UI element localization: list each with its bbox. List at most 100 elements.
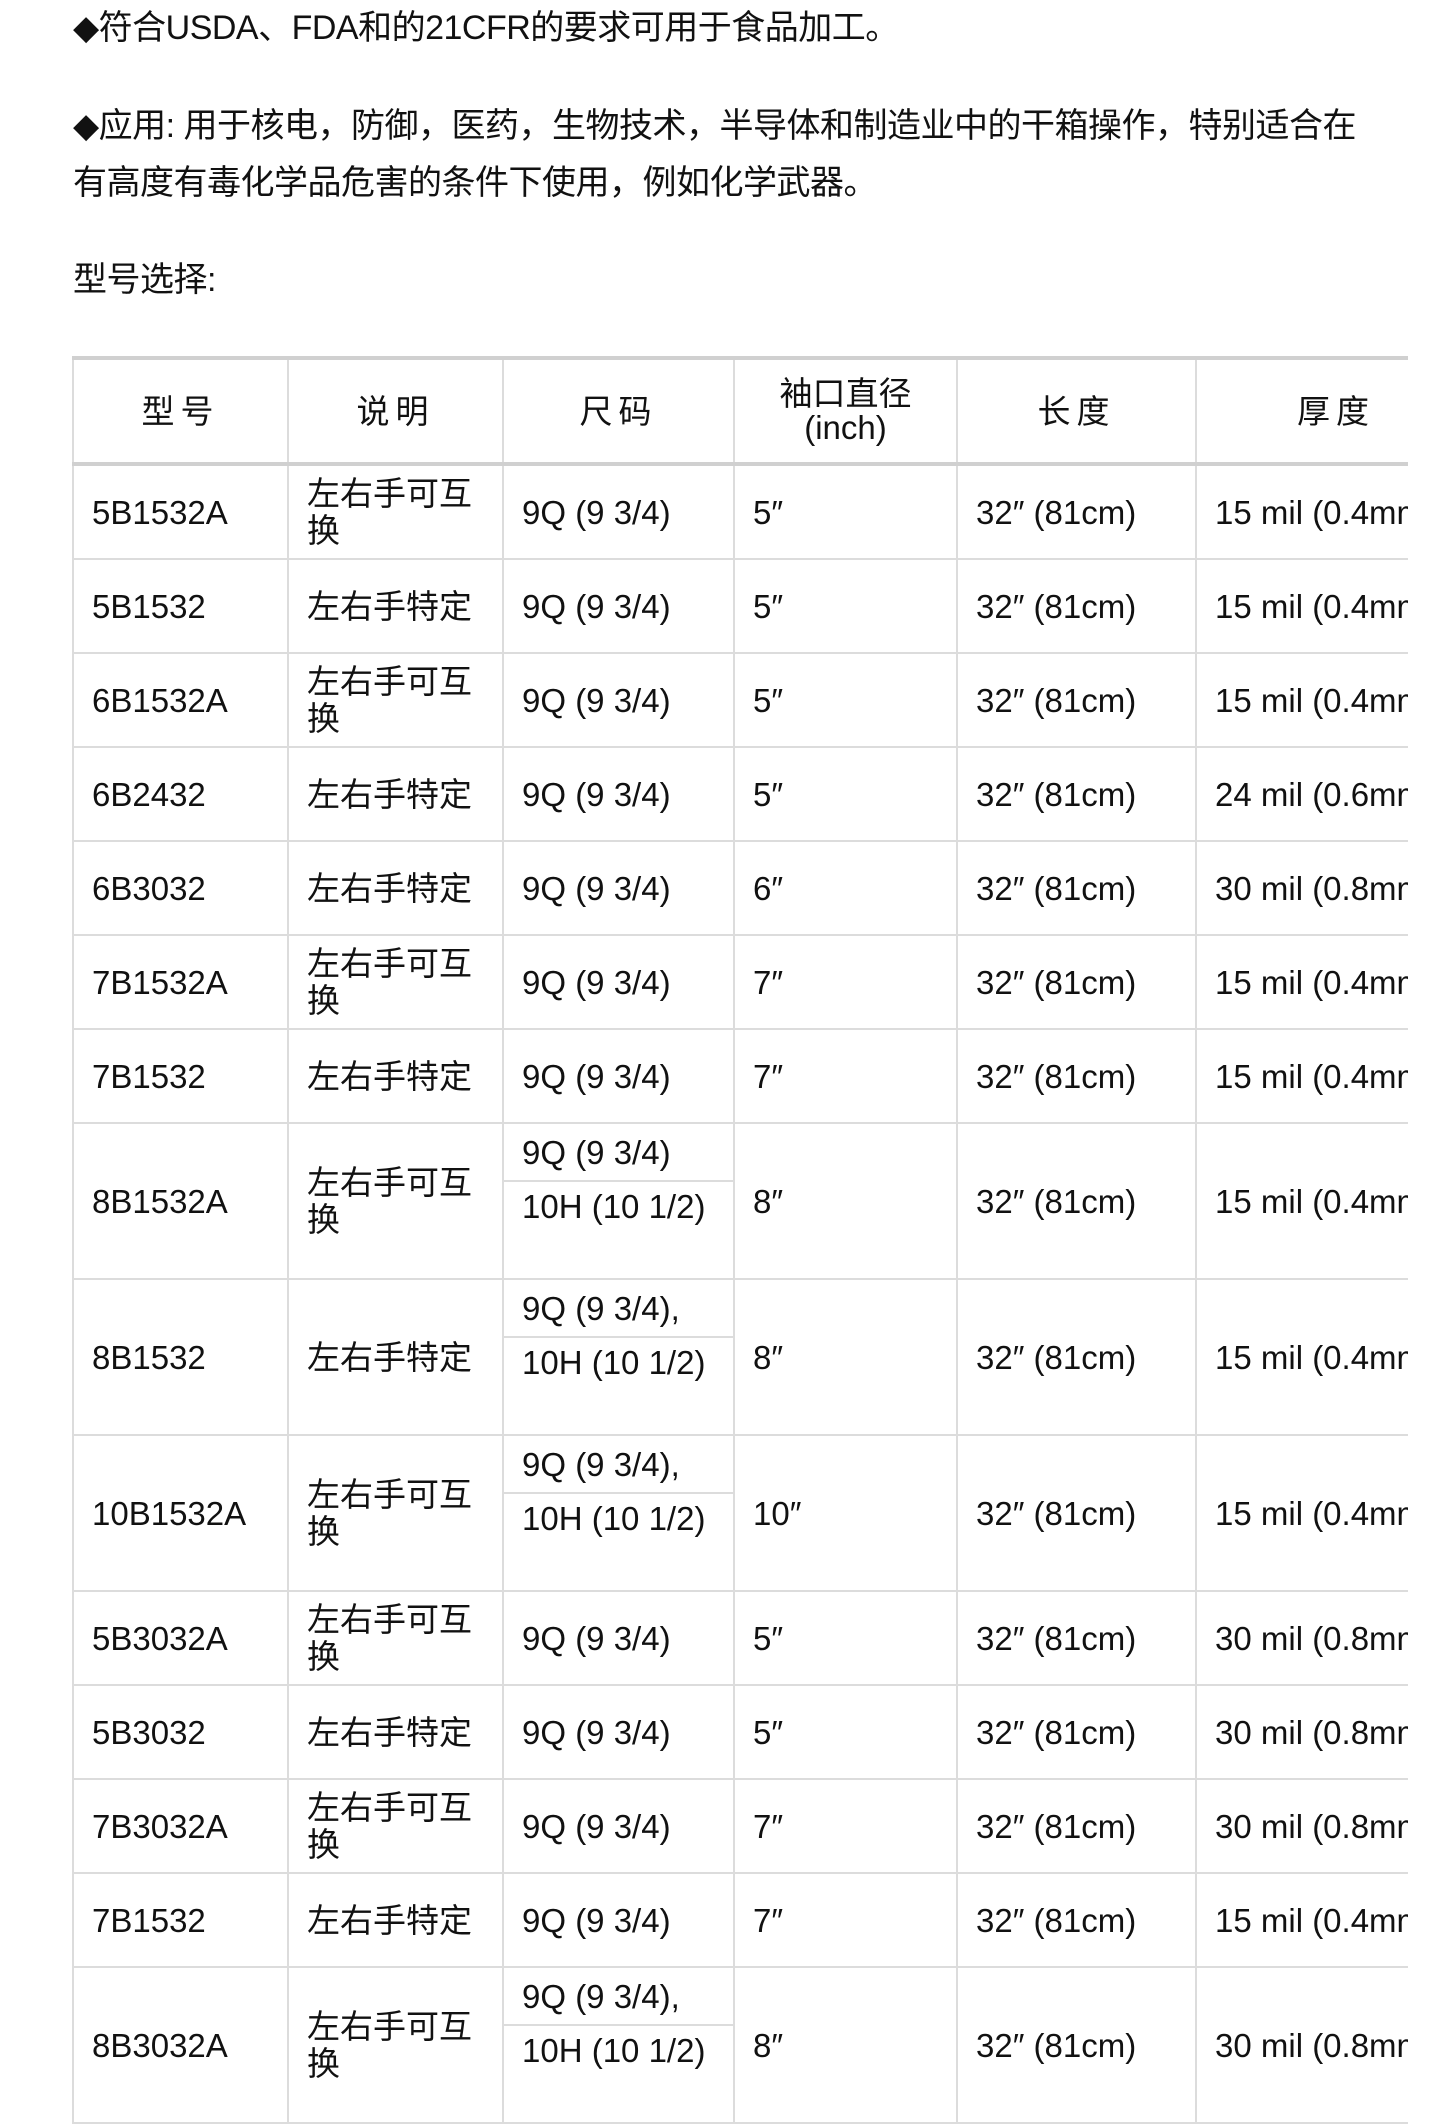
length-cell: 32″ (81cm) — [956, 558, 1197, 654]
cuff-diameter-cell: 5″ — [733, 1590, 958, 1686]
length-cell: 32″ (81cm) — [956, 1122, 1197, 1280]
table-header-row: 型号 说明 尺码 袖口直径 (inch) 长度 厚度 — [72, 356, 1408, 466]
table-row: 5B1532A 左右手可互换 9Q (9 3/4) 5″ 32″ (81cm) 15 mi… — [72, 463, 1408, 560]
model-table-scroll[interactable]: 型号 说明 尺码 袖口直径 (inch) 长度 厚度 5B1532A 左右手可互换… — [72, 356, 1408, 2124]
thickness-cell: 24 mil (0.6mm) — [1195, 746, 1408, 842]
table-row: 5B3032A 左右手可互换 9Q (9 3/4) 5″ 32″ (81cm) 30 mi… — [72, 1590, 1408, 1686]
description-cell: 左右手特定 — [287, 840, 504, 936]
model-cell: 5B1532 — [72, 558, 289, 654]
size-cell: 9Q (9 3/4) — [502, 558, 735, 654]
cuff-diameter-cell: 5″ — [733, 463, 958, 560]
application-text: ◆应用: 用于核电，防御，医药，生物技术，半导体和制造业中的干箱操作，特别适合在… — [73, 107, 1357, 202]
cuff-diameter-cell: 5″ — [733, 746, 958, 842]
cuff-diameter-cell: 8″ — [733, 1122, 958, 1280]
size-option: 10H (10 1/2) — [522, 1344, 706, 1381]
model-table: 型号 说明 尺码 袖口直径 (inch) 长度 厚度 5B1532A 左右手可互换… — [72, 356, 1408, 2124]
description-cell: 左右手可互换 — [287, 1122, 504, 1280]
thickness-cell: 30 mil (0.8mm) — [1195, 1684, 1408, 1780]
size-cell: 9Q (9 3/4) — [502, 652, 735, 748]
description-cell: 左右手可互换 — [287, 1966, 504, 2124]
model-cell: 10B1532A — [72, 1434, 289, 1592]
length-cell: 32″ (81cm) — [956, 1028, 1197, 1124]
length-cell: 32″ (81cm) — [956, 746, 1197, 842]
model-cell: 7B3032A — [72, 1778, 289, 1874]
header-model: 型号 — [72, 356, 289, 466]
size-cell: 9Q (9 3/4) — [502, 1684, 735, 1780]
compliance-text: ◆符合USDA、FDA和的21CFR的要求可用于食品加工。 — [73, 9, 899, 47]
description-cell: 左右手可互换 — [287, 463, 504, 560]
cuff-diameter-cell: 5″ — [733, 652, 958, 748]
description-cell: 左右手可互换 — [287, 1778, 504, 1874]
table-row: 6B1532A 左右手可互换 9Q (9 3/4) 5″ 32″ (81cm) 15 mi… — [72, 652, 1408, 748]
size-option: 10H (10 1/2) — [522, 1500, 706, 1537]
table-row: 6B2432 左右手特定 9Q (9 3/4) 5″ 32″ (81cm) 24 mil … — [72, 746, 1408, 842]
description-cell: 左右手特定 — [287, 558, 504, 654]
size-cell: 9Q (9 3/4) — [502, 1778, 735, 1874]
size-option: 9Q (9 3/4), — [505, 1437, 732, 1494]
model-cell: 6B3032 — [72, 840, 289, 936]
size-cell: 9Q (9 3/4) — [502, 1028, 735, 1124]
size-cell: 9Q (9 3/4) — [502, 1872, 735, 1968]
thickness-cell: 30 mil (0.8mm) — [1195, 1778, 1408, 1874]
table-row: 5B3032 左右手特定 9Q (9 3/4) 5″ 32″ (81cm) 30 mil … — [72, 1684, 1408, 1780]
description-cell: 左右手可互换 — [287, 1434, 504, 1592]
length-cell: 32″ (81cm) — [956, 1590, 1197, 1686]
header-thickness: 厚度 — [1195, 356, 1408, 466]
model-cell: 7B1532A — [72, 934, 289, 1030]
length-cell: 32″ (81cm) — [956, 463, 1197, 560]
thickness-cell: 30 mil (0.8mm) — [1195, 1966, 1408, 2124]
size-cell: 9Q (9 3/4) — [502, 746, 735, 842]
size-option: 10H (10 1/2) — [522, 1188, 706, 1225]
header-size: 尺码 — [502, 356, 735, 466]
table-row: 8B1532A 左右手可互换 9Q (9 3/4) 10H (10 1/2) 8″ 32″… — [72, 1122, 1408, 1280]
model-cell: 8B3032A — [72, 1966, 289, 2124]
length-cell: 32″ (81cm) — [956, 1684, 1197, 1780]
description-cell: 左右手特定 — [287, 1278, 504, 1436]
size-cell: 9Q (9 3/4), 10H (10 1/2) — [502, 1434, 735, 1592]
size-option: 9Q (9 3/4), — [505, 1969, 732, 2026]
model-cell: 5B3032 — [72, 1684, 289, 1780]
model-cell: 5B3032A — [72, 1590, 289, 1686]
thickness-cell: 15 mil (0.4mm) — [1195, 1278, 1408, 1436]
thickness-cell: 15 mil (0.4mm) — [1195, 463, 1408, 560]
thickness-cell: 15 mil (0.4mm) — [1195, 558, 1408, 654]
length-cell: 32″ (81cm) — [956, 1434, 1197, 1592]
thickness-cell: 15 mil (0.4mm) — [1195, 652, 1408, 748]
model-cell: 8B1532A — [72, 1122, 289, 1280]
cuff-diameter-cell: 7″ — [733, 934, 958, 1030]
cuff-diameter-cell: 8″ — [733, 1966, 958, 2124]
cuff-diameter-cell: 5″ — [733, 1684, 958, 1780]
length-cell: 32″ (81cm) — [956, 1778, 1197, 1874]
table-row: 8B1532 左右手特定 9Q (9 3/4), 10H (10 1/2) 8″ 32″ … — [72, 1278, 1408, 1436]
model-selection-title: 型号选择: — [73, 261, 216, 299]
description-cell: 左右手特定 — [287, 1028, 504, 1124]
length-cell: 32″ (81cm) — [956, 934, 1197, 1030]
model-cell: 7B1532 — [72, 1872, 289, 1968]
length-cell: 32″ (81cm) — [956, 652, 1197, 748]
model-cell: 6B2432 — [72, 746, 289, 842]
size-cell: 9Q (9 3/4) — [502, 840, 735, 936]
header-description: 说明 — [287, 356, 504, 466]
thickness-cell: 15 mil (0.4mm) — [1195, 1434, 1408, 1592]
model-cell: 6B1532A — [72, 652, 289, 748]
table-row: 7B1532 左右手特定 9Q (9 3/4) 7″ 32″ (81cm) 15 mil … — [72, 1028, 1408, 1124]
table-row: 7B1532A 左右手可互换 9Q (9 3/4) 7″ 32″ (81cm) 15 mi… — [72, 934, 1408, 1030]
size-option: 9Q (9 3/4), — [505, 1281, 732, 1338]
table-row: 7B1532 左右手特定 9Q (9 3/4) 7″ 32″ (81cm) 15 mil … — [72, 1872, 1408, 1968]
description-cell: 左右手特定 — [287, 1872, 504, 1968]
size-cell: 9Q (9 3/4) — [502, 934, 735, 1030]
table-row: 7B3032A 左右手可互换 9Q (9 3/4) 7″ 32″ (81cm) 30 mi… — [72, 1778, 1408, 1874]
model-cell: 5B1532A — [72, 463, 289, 560]
table-row: 8B3032A 左右手可互换 9Q (9 3/4), 10H (10 1/2) 8″ 32… — [72, 1966, 1408, 2124]
length-cell: 32″ (81cm) — [956, 1278, 1197, 1436]
size-cell: 9Q (9 3/4) 10H (10 1/2) — [502, 1122, 735, 1280]
table-row: 10B1532A 左右手可互换 9Q (9 3/4), 10H (10 1/2) 10″… — [72, 1434, 1408, 1592]
thickness-cell: 15 mil (0.4mm) — [1195, 1122, 1408, 1280]
table-row: 5B1532 左右手特定 9Q (9 3/4) 5″ 32″ (81cm) 15 mil … — [72, 558, 1408, 654]
model-cell: 8B1532 — [72, 1278, 289, 1436]
thickness-cell: 15 mil (0.4mm) — [1195, 1028, 1408, 1124]
size-cell: 9Q (9 3/4) — [502, 463, 735, 560]
size-cell: 9Q (9 3/4), 10H (10 1/2) — [502, 1966, 735, 2124]
description-cell: 左右手特定 — [287, 1684, 504, 1780]
size-cell: 9Q (9 3/4) — [502, 1590, 735, 1686]
